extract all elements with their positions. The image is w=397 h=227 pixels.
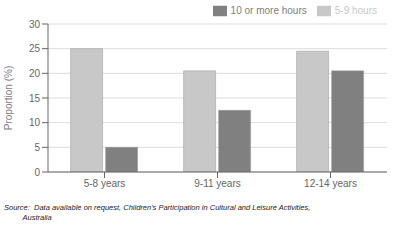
svg-text:5: 5 — [34, 142, 40, 153]
svg-text:0: 0 — [34, 167, 40, 178]
svg-text:9-11 years: 9-11 years — [194, 178, 241, 189]
html-text:Australia: Australia — [4, 213, 52, 222]
html-text:5-9 hours: 5-9 hours — [334, 4, 377, 16]
svg-text:Proportion (%): Proportion (%) — [8, 66, 14, 130]
svg-text:20: 20 — [29, 68, 41, 79]
svg-text:15: 15 — [29, 93, 41, 104]
svg-text:30: 30 — [29, 19, 41, 30]
svg-text:12-14 years: 12-14 years — [304, 178, 357, 189]
html-text:10 or more hours: 10 or more hours — [230, 4, 307, 16]
html-text:Source: Data available on requ: Source: Data available on request, Child… — [4, 203, 311, 212]
svg-text:10: 10 — [29, 117, 41, 128]
svg-text:25: 25 — [29, 43, 41, 54]
svg-text:5-8 years: 5-8 years — [84, 178, 126, 189]
